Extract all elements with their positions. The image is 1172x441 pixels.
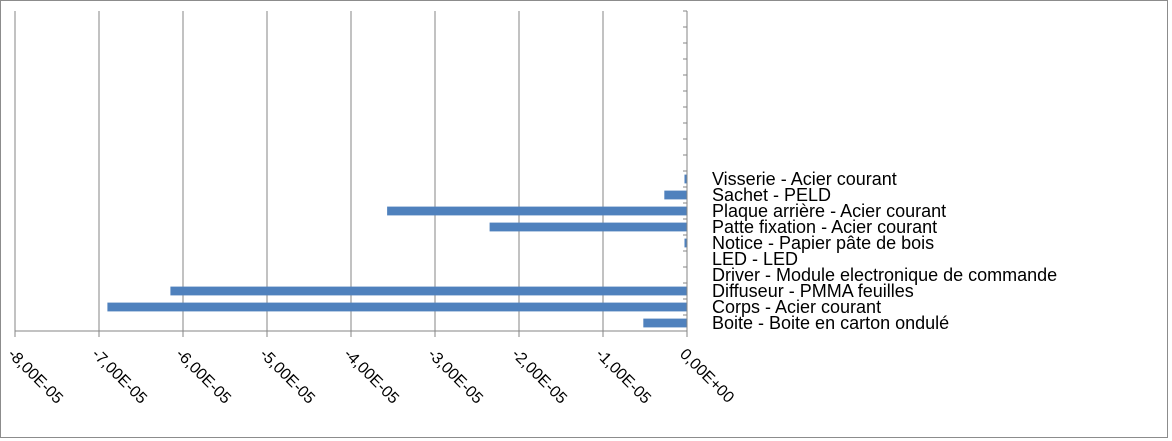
tick-label: -3,00E-05	[424, 346, 486, 408]
tick-labels: -8,00E-05 -7,00E-05 -6,00E-05 -5,00E-05 -4,0…	[4, 346, 737, 408]
category-label: Patte fixation - Acier courant	[712, 217, 937, 237]
bar	[107, 302, 687, 312]
category-label: Notice - Papier pâte de bois	[712, 233, 934, 253]
tick-label: -2,00E-05	[508, 346, 570, 408]
bar	[387, 206, 687, 216]
tick-label: -6,00E-05	[172, 346, 234, 408]
category-label: Visserie - Acier courant	[712, 169, 897, 189]
category-axis	[683, 10, 688, 332]
bar	[684, 174, 687, 184]
tick-label: -8,00E-05	[4, 346, 66, 408]
tick-label: 0,00E+00	[676, 346, 737, 407]
bars	[107, 174, 687, 328]
category-label: LED - LED	[712, 249, 798, 269]
category-label: Diffuseur - PMMA feuilles	[712, 281, 914, 301]
category-label: Plaque arrière - Acier courant	[712, 201, 946, 221]
bar	[489, 222, 687, 232]
bar	[643, 318, 687, 328]
bar	[170, 286, 687, 296]
tick-label: -5,00E-05	[256, 346, 318, 408]
category-label: Boite - Boite en carton ondulé	[712, 313, 949, 333]
tick-label: -1,00E-05	[592, 346, 654, 408]
gridlines	[14, 11, 604, 331]
category-label: Driver - Module electronique de commande	[712, 265, 1057, 285]
category-label: Corps - Acier courant	[712, 297, 881, 317]
bar	[664, 190, 687, 200]
category-label: Sachet - PELD	[712, 185, 831, 205]
tick-label: -4,00E-05	[340, 346, 402, 408]
value-axis	[14, 330, 688, 337]
tick-label: -7,00E-05	[88, 346, 150, 408]
bar	[684, 238, 687, 248]
